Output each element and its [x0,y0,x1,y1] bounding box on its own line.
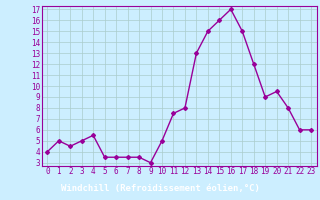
Text: Windchill (Refroidissement éolien,°C): Windchill (Refroidissement éolien,°C) [60,184,260,193]
